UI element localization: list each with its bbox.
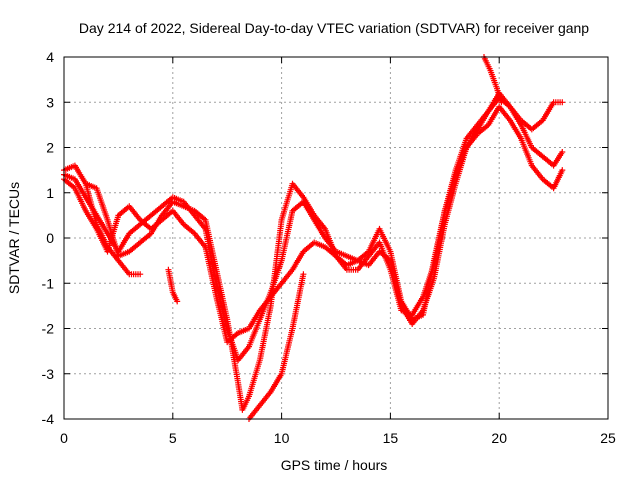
series-markers <box>82 180 144 278</box>
series <box>246 271 307 422</box>
chart-title: Day 214 of 2022, Sidereal Day-to-day VTE… <box>79 20 589 36</box>
y-tick-label: -4 <box>42 411 55 427</box>
y-tick-label: -2 <box>42 321 55 337</box>
x-tick-label: 25 <box>600 430 616 446</box>
y-tick-label: 1 <box>46 185 54 201</box>
y-tick-label: 3 <box>46 94 54 110</box>
x-tick-label: 10 <box>274 430 290 446</box>
y-tick-label: -1 <box>42 275 55 291</box>
series <box>82 180 144 278</box>
x-tick-label: 15 <box>383 430 399 446</box>
x-tick-label: 20 <box>491 430 507 446</box>
y-tick-label: 0 <box>46 230 54 246</box>
y-axis-label: SDTVAR / TECUs <box>6 182 22 294</box>
x-tick-label: 5 <box>169 430 177 446</box>
grid-lines <box>64 57 608 419</box>
y-tick-label: 4 <box>46 49 54 65</box>
y-tick-label: -3 <box>42 366 55 382</box>
series-markers <box>165 266 181 305</box>
series <box>165 266 181 305</box>
y-tick-label: 2 <box>46 140 54 156</box>
axis-ticks: 0 5 10 15 20 25 -4 -3 -2 -1 0 1 2 3 4 <box>42 49 616 446</box>
x-axis-label: GPS time / hours <box>281 457 388 473</box>
x-tick-label: 0 <box>60 430 68 446</box>
